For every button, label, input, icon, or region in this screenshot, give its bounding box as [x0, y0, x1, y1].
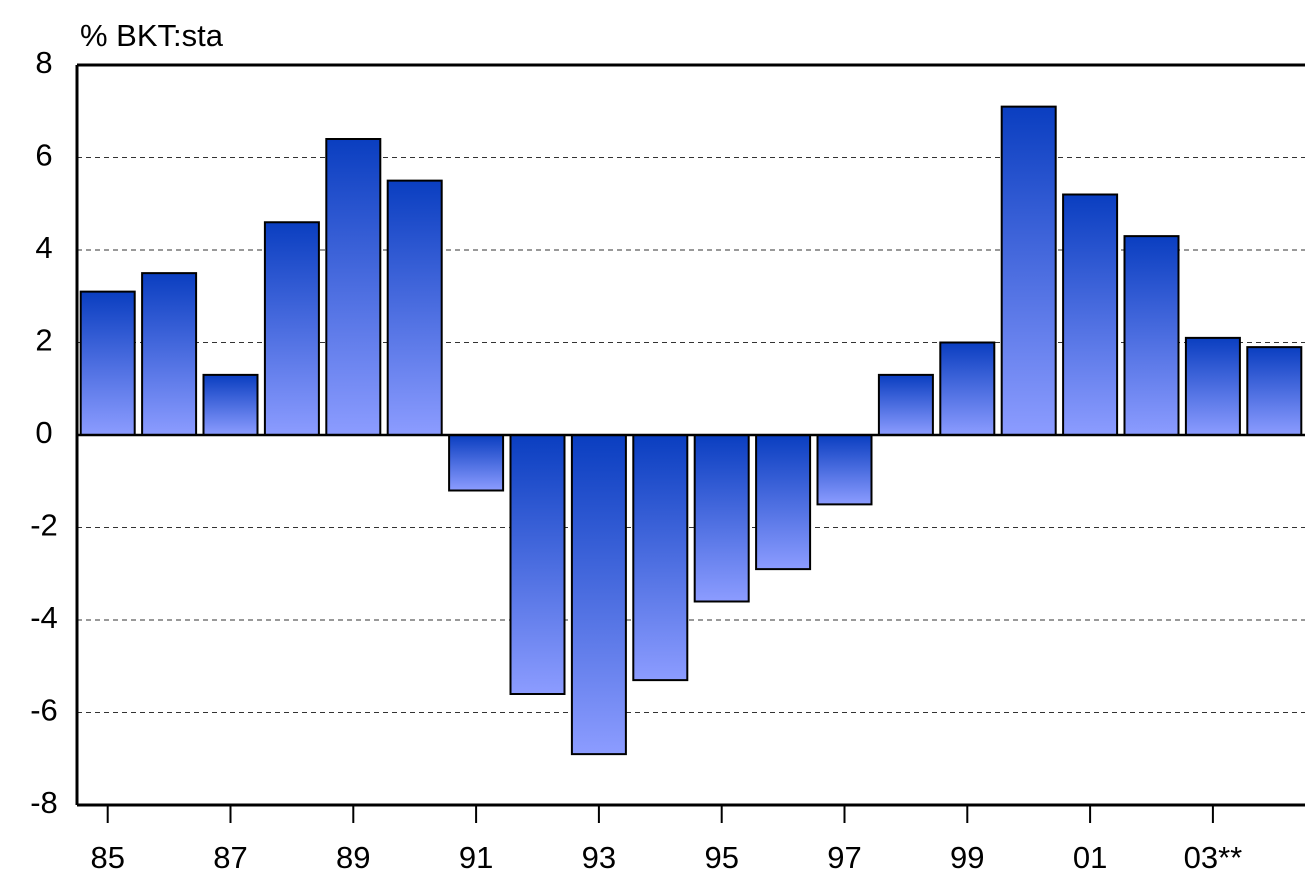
bar — [877, 373, 934, 436]
bar — [939, 341, 996, 436]
y-tick-label: 8 — [35, 45, 52, 80]
y-tick-label: 2 — [35, 323, 52, 358]
x-tick-label: 97 — [827, 840, 861, 875]
y-tick-label: -8 — [30, 785, 58, 820]
x-tick-label: 95 — [704, 840, 738, 875]
y-tick-label: -2 — [30, 508, 58, 543]
bar — [1184, 336, 1241, 436]
bar — [1062, 193, 1119, 436]
bar — [263, 221, 320, 436]
bar — [632, 434, 689, 682]
bar — [509, 434, 566, 695]
x-tick-label: 87 — [213, 840, 247, 875]
bar — [79, 290, 136, 436]
x-tick-label: 99 — [950, 840, 984, 875]
chart-title: % BKT:sta — [80, 18, 224, 53]
bar — [1123, 235, 1180, 436]
x-tick-label: 91 — [459, 840, 493, 875]
y-tick-label: 4 — [35, 230, 52, 265]
bar — [816, 434, 873, 506]
x-tick-label: 85 — [90, 840, 124, 875]
bar — [448, 434, 505, 492]
bar — [570, 434, 627, 756]
bar — [386, 179, 443, 436]
y-tick-label: -6 — [30, 693, 58, 728]
bar — [141, 272, 198, 436]
y-tick-label: 6 — [35, 138, 52, 173]
y-tick-label: -4 — [30, 600, 58, 635]
bar — [325, 138, 382, 436]
bar — [755, 434, 812, 571]
bar — [1246, 346, 1303, 436]
x-tick-label: 03** — [1184, 840, 1243, 875]
y-tick-label: 0 — [35, 415, 52, 450]
bar — [693, 434, 750, 603]
bar — [202, 373, 259, 436]
bar — [1000, 105, 1057, 436]
x-tick-label: 01 — [1073, 840, 1107, 875]
x-tick-label: 89 — [336, 840, 370, 875]
x-tick-label: 93 — [582, 840, 616, 875]
